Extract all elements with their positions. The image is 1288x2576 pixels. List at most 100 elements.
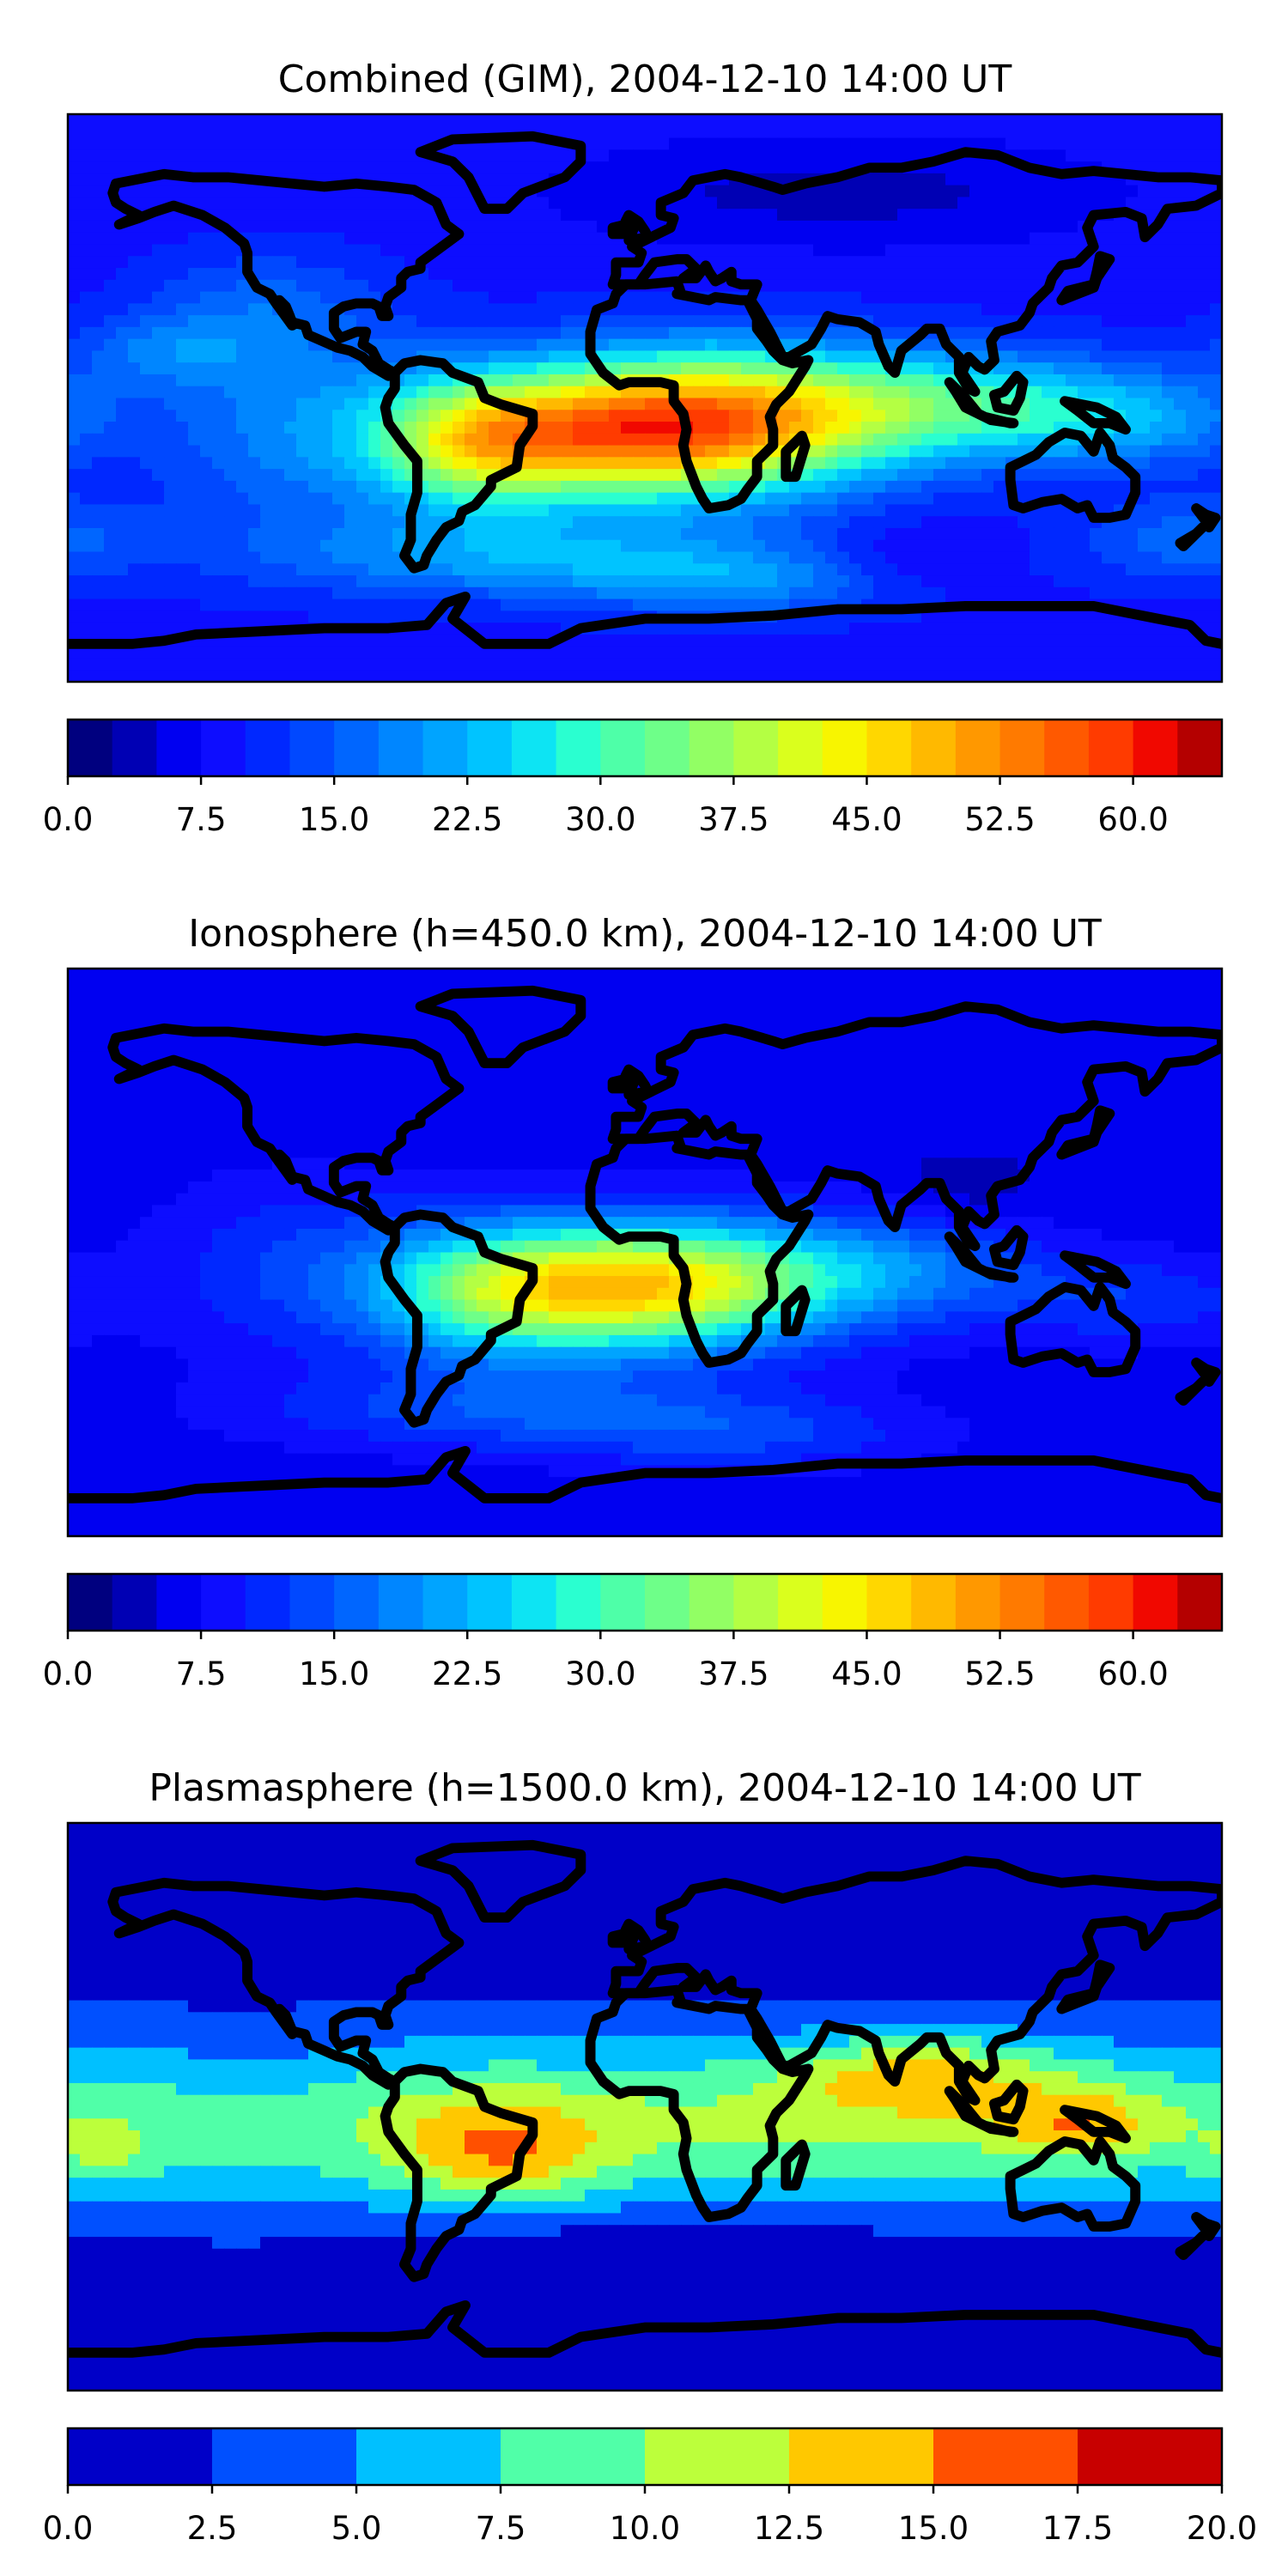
tec-cell xyxy=(753,422,766,434)
tec-cell xyxy=(380,326,393,340)
tec-cell xyxy=(1150,303,1163,316)
tec-cell xyxy=(152,469,165,482)
tec-cell xyxy=(849,670,862,682)
tec-cell xyxy=(356,575,369,588)
tec-cell xyxy=(1150,268,1163,281)
tec-cell xyxy=(92,398,105,410)
tec-cell xyxy=(933,611,946,623)
tec-cell xyxy=(981,492,994,506)
tec-cell xyxy=(80,469,93,482)
tec-cell xyxy=(465,220,477,234)
tec-cell xyxy=(705,315,718,328)
tec-cell xyxy=(356,232,369,246)
tec-cell xyxy=(693,125,706,139)
tec-cell xyxy=(489,161,501,174)
tec-cell xyxy=(1210,433,1222,447)
tec-cell xyxy=(789,161,802,174)
tec-cell xyxy=(981,670,994,682)
tec-cell xyxy=(861,445,874,459)
tec-cell xyxy=(1030,386,1042,399)
tec-cell xyxy=(681,969,694,981)
tec-cell xyxy=(969,137,982,151)
tec-cell xyxy=(1150,362,1163,375)
tec-cell xyxy=(224,114,237,127)
tec-cell xyxy=(224,575,237,588)
tec-cell xyxy=(1210,291,1222,305)
tec-cell xyxy=(224,386,237,399)
tec-cell xyxy=(308,634,321,647)
tec-cell xyxy=(236,992,249,1005)
tec-cell xyxy=(296,244,309,257)
tec-cell xyxy=(140,492,153,506)
tec-cell xyxy=(272,244,285,257)
tec-cell xyxy=(1030,410,1042,422)
tec-cell xyxy=(633,326,646,340)
tec-cell xyxy=(453,268,465,281)
tec-cell xyxy=(1138,350,1151,363)
tec-cell xyxy=(128,504,141,517)
tec-cell xyxy=(116,137,129,151)
tec-cell xyxy=(68,350,81,363)
tec-cell xyxy=(729,422,742,434)
colorbar: 0.0 7.5 15.0 22.5 30.0 37.5 45.0 52.5 60.0 xyxy=(43,718,1224,838)
tec-cell xyxy=(404,646,417,659)
tec-cell xyxy=(561,670,574,682)
tec-cell xyxy=(1138,137,1151,151)
tec-cell xyxy=(356,315,369,328)
tec-cell xyxy=(537,220,550,234)
tec-cell xyxy=(116,480,129,494)
tec-cell xyxy=(1174,114,1187,127)
tec-cell xyxy=(933,623,946,635)
tec-cell xyxy=(440,623,453,635)
tec-cell xyxy=(885,492,898,506)
tec-cell xyxy=(921,125,934,139)
tec-cell xyxy=(296,410,309,422)
tec-cell xyxy=(933,125,946,139)
tec-cell xyxy=(284,504,297,517)
tec-cell xyxy=(1174,658,1187,671)
tec-cell xyxy=(861,125,874,139)
tec-cell xyxy=(1114,634,1127,647)
tec-cell xyxy=(513,539,526,553)
tec-cell xyxy=(1138,480,1151,494)
tec-cell xyxy=(308,658,321,671)
tec-cell xyxy=(921,551,934,564)
tec-cell xyxy=(957,326,970,340)
tec-cell xyxy=(1174,137,1187,151)
tec-cell xyxy=(1018,291,1030,305)
tec-cell xyxy=(549,209,562,222)
tec-cell xyxy=(68,232,81,246)
tec-cell xyxy=(1150,433,1163,447)
tec-cell xyxy=(1126,658,1139,671)
tec-cell xyxy=(68,161,81,174)
tec-cell xyxy=(344,457,357,470)
tec-cell xyxy=(465,244,477,257)
tec-cell xyxy=(212,586,225,600)
tec-cell xyxy=(296,137,309,151)
tec-cell xyxy=(849,527,862,541)
tec-cell xyxy=(621,504,634,517)
tec-cell xyxy=(993,969,1006,981)
tec-cell xyxy=(657,527,670,541)
tec-cell xyxy=(200,598,213,612)
tec-cell xyxy=(1042,422,1054,434)
tec-cell xyxy=(669,563,682,576)
tec-cell xyxy=(284,445,297,459)
tec-cell xyxy=(320,980,333,993)
tec-cell xyxy=(621,551,634,564)
tec-cell xyxy=(356,433,369,447)
tec-cell xyxy=(657,362,670,375)
tec-cell xyxy=(837,551,850,564)
tec-cell xyxy=(729,338,742,352)
tec-cell xyxy=(645,173,658,186)
tec-cell xyxy=(633,623,646,635)
tec-cell xyxy=(272,185,285,198)
tec-cell xyxy=(573,969,586,981)
tec-cell xyxy=(633,586,646,600)
tec-cell xyxy=(92,220,105,234)
tec-cell xyxy=(789,516,802,529)
tec-cell xyxy=(753,492,766,506)
tec-cell xyxy=(777,315,790,328)
tec-cell xyxy=(561,646,574,659)
tec-cell xyxy=(489,303,501,316)
